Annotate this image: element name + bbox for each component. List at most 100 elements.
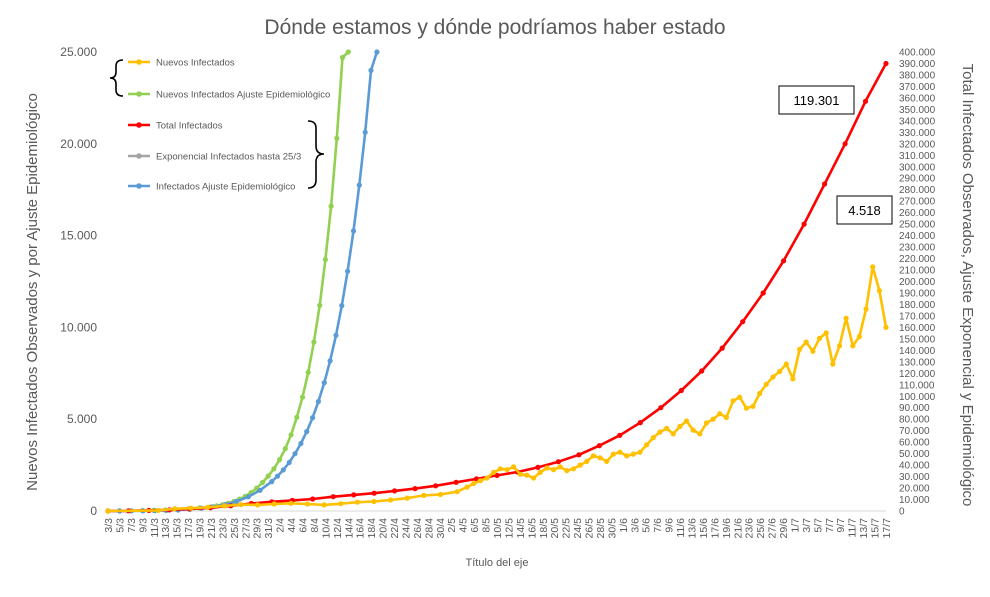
x-tick-label: 31/3	[263, 518, 275, 539]
data-point	[259, 479, 266, 486]
data-point	[763, 381, 769, 387]
data-point	[334, 135, 340, 141]
data-point	[664, 425, 670, 431]
legend-entry: Infectados Ajuste Epidemiológico	[128, 182, 295, 193]
x-tick-label: 26/4	[412, 518, 424, 539]
data-point	[362, 129, 368, 135]
data-point	[338, 501, 344, 507]
data-point	[690, 427, 696, 433]
legend-marker	[136, 183, 142, 189]
y-right-tick-label: 210.000	[899, 266, 936, 277]
y-left-tick-label: 0	[90, 504, 97, 518]
data-point	[531, 475, 537, 481]
data-point	[658, 405, 664, 411]
x-tick-label: 28/5	[595, 518, 607, 539]
y-right-tick-label: 0	[899, 507, 905, 518]
legend-label: Nuevos Infectados	[156, 58, 235, 69]
x-tick-label: 10/4	[320, 518, 332, 539]
y-right-tick-label: 240.000	[899, 231, 936, 242]
data-point	[421, 492, 427, 498]
x-tick-label: 19/6	[721, 518, 733, 539]
x-tick-label: 30/4	[435, 518, 447, 539]
data-point	[321, 380, 327, 386]
y-right-tick-label: 100.000	[899, 392, 936, 403]
data-point	[155, 507, 161, 513]
data-point	[351, 492, 357, 498]
x-tick-label: 30/5	[606, 518, 618, 539]
data-point	[644, 442, 650, 448]
annotation-box: 4.518	[836, 195, 893, 225]
data-point	[304, 501, 311, 507]
y-right-tick-label: 150.000	[899, 334, 936, 345]
legend: Nuevos Infectados Nuevos Infectados Ajust…	[109, 58, 330, 193]
x-tick-label: 8/4	[309, 518, 321, 533]
x-tick-label: 14/5	[515, 518, 527, 539]
data-point	[843, 315, 849, 321]
data-point	[856, 334, 863, 340]
y-right-tick-label: 70.000	[899, 426, 930, 437]
data-point	[333, 332, 339, 338]
data-point	[537, 469, 543, 475]
data-point	[777, 368, 783, 375]
data-point	[699, 368, 705, 374]
legend-label: Infectados Ajuste Epidemiológico	[156, 182, 295, 193]
x-tick-label: 28/4	[423, 518, 435, 539]
y-right-tick-label: 250.000	[899, 220, 936, 231]
legend-marker	[136, 122, 142, 128]
chart-title: Dónde estamos y dónde podríamos haber es…	[264, 16, 725, 39]
x-tick-label: 23/3	[217, 518, 229, 539]
x-tick-label: 13/3	[160, 518, 172, 539]
x-tick-label: 18/4	[366, 518, 378, 539]
y-right-tick-label: 270.000	[899, 197, 936, 208]
x-tick-label: 3/6	[629, 518, 641, 533]
x-tick-label: 11/7	[847, 518, 859, 538]
data-point	[836, 343, 843, 349]
y-right-tick-label: 130.000	[899, 357, 936, 368]
y-right-tick-label: 340.000	[899, 116, 936, 127]
legend-entry: Nuevos Infectados	[128, 58, 235, 69]
x-tick-label: 4/4	[286, 518, 298, 533]
data-point	[298, 440, 304, 447]
data-point	[883, 60, 889, 67]
y-left-tick-label: 15.000	[60, 229, 97, 243]
y-right-tick-label: 280.000	[899, 185, 936, 196]
data-point	[740, 319, 746, 325]
x-tick-label: 13/6	[687, 518, 699, 539]
data-point	[269, 479, 275, 485]
data-point	[311, 339, 317, 345]
data-point	[683, 418, 690, 424]
y-right-tick-label: 10.000	[899, 495, 930, 506]
data-point	[850, 343, 856, 349]
data-point	[870, 264, 876, 270]
data-point	[412, 486, 418, 492]
data-point	[292, 451, 298, 457]
data-point	[584, 458, 590, 464]
x-tick-label: 1/7	[789, 518, 801, 533]
data-point	[299, 394, 306, 400]
data-point	[188, 505, 194, 511]
x-tick-label: 12/5	[503, 518, 515, 539]
data-point	[550, 467, 557, 473]
x-tick-label: 9/6	[664, 518, 676, 533]
x-tick-label: 13/7	[858, 518, 870, 539]
y-right-tick-label: 80.000	[899, 415, 930, 426]
data-point	[830, 361, 836, 367]
data-point	[277, 457, 283, 463]
y-left-tick-label: 25.000	[60, 45, 97, 59]
y-right-tick-label: 20.000	[899, 484, 930, 495]
data-point	[717, 411, 723, 417]
y-right-tick-label: 110.000	[899, 380, 935, 391]
y-left-tick-label: 20.000	[60, 137, 97, 151]
data-point	[288, 432, 294, 438]
data-point	[274, 473, 281, 479]
y-right-tick-label: 300.000	[899, 162, 936, 173]
data-point	[710, 416, 716, 422]
legend-label: Exponencial Infectados hasta 25/3	[156, 152, 301, 163]
data-point	[703, 420, 710, 426]
data-point	[760, 290, 766, 296]
data-point	[255, 502, 261, 508]
data-point	[637, 449, 643, 455]
data-point	[404, 495, 410, 501]
data-point	[657, 429, 663, 435]
